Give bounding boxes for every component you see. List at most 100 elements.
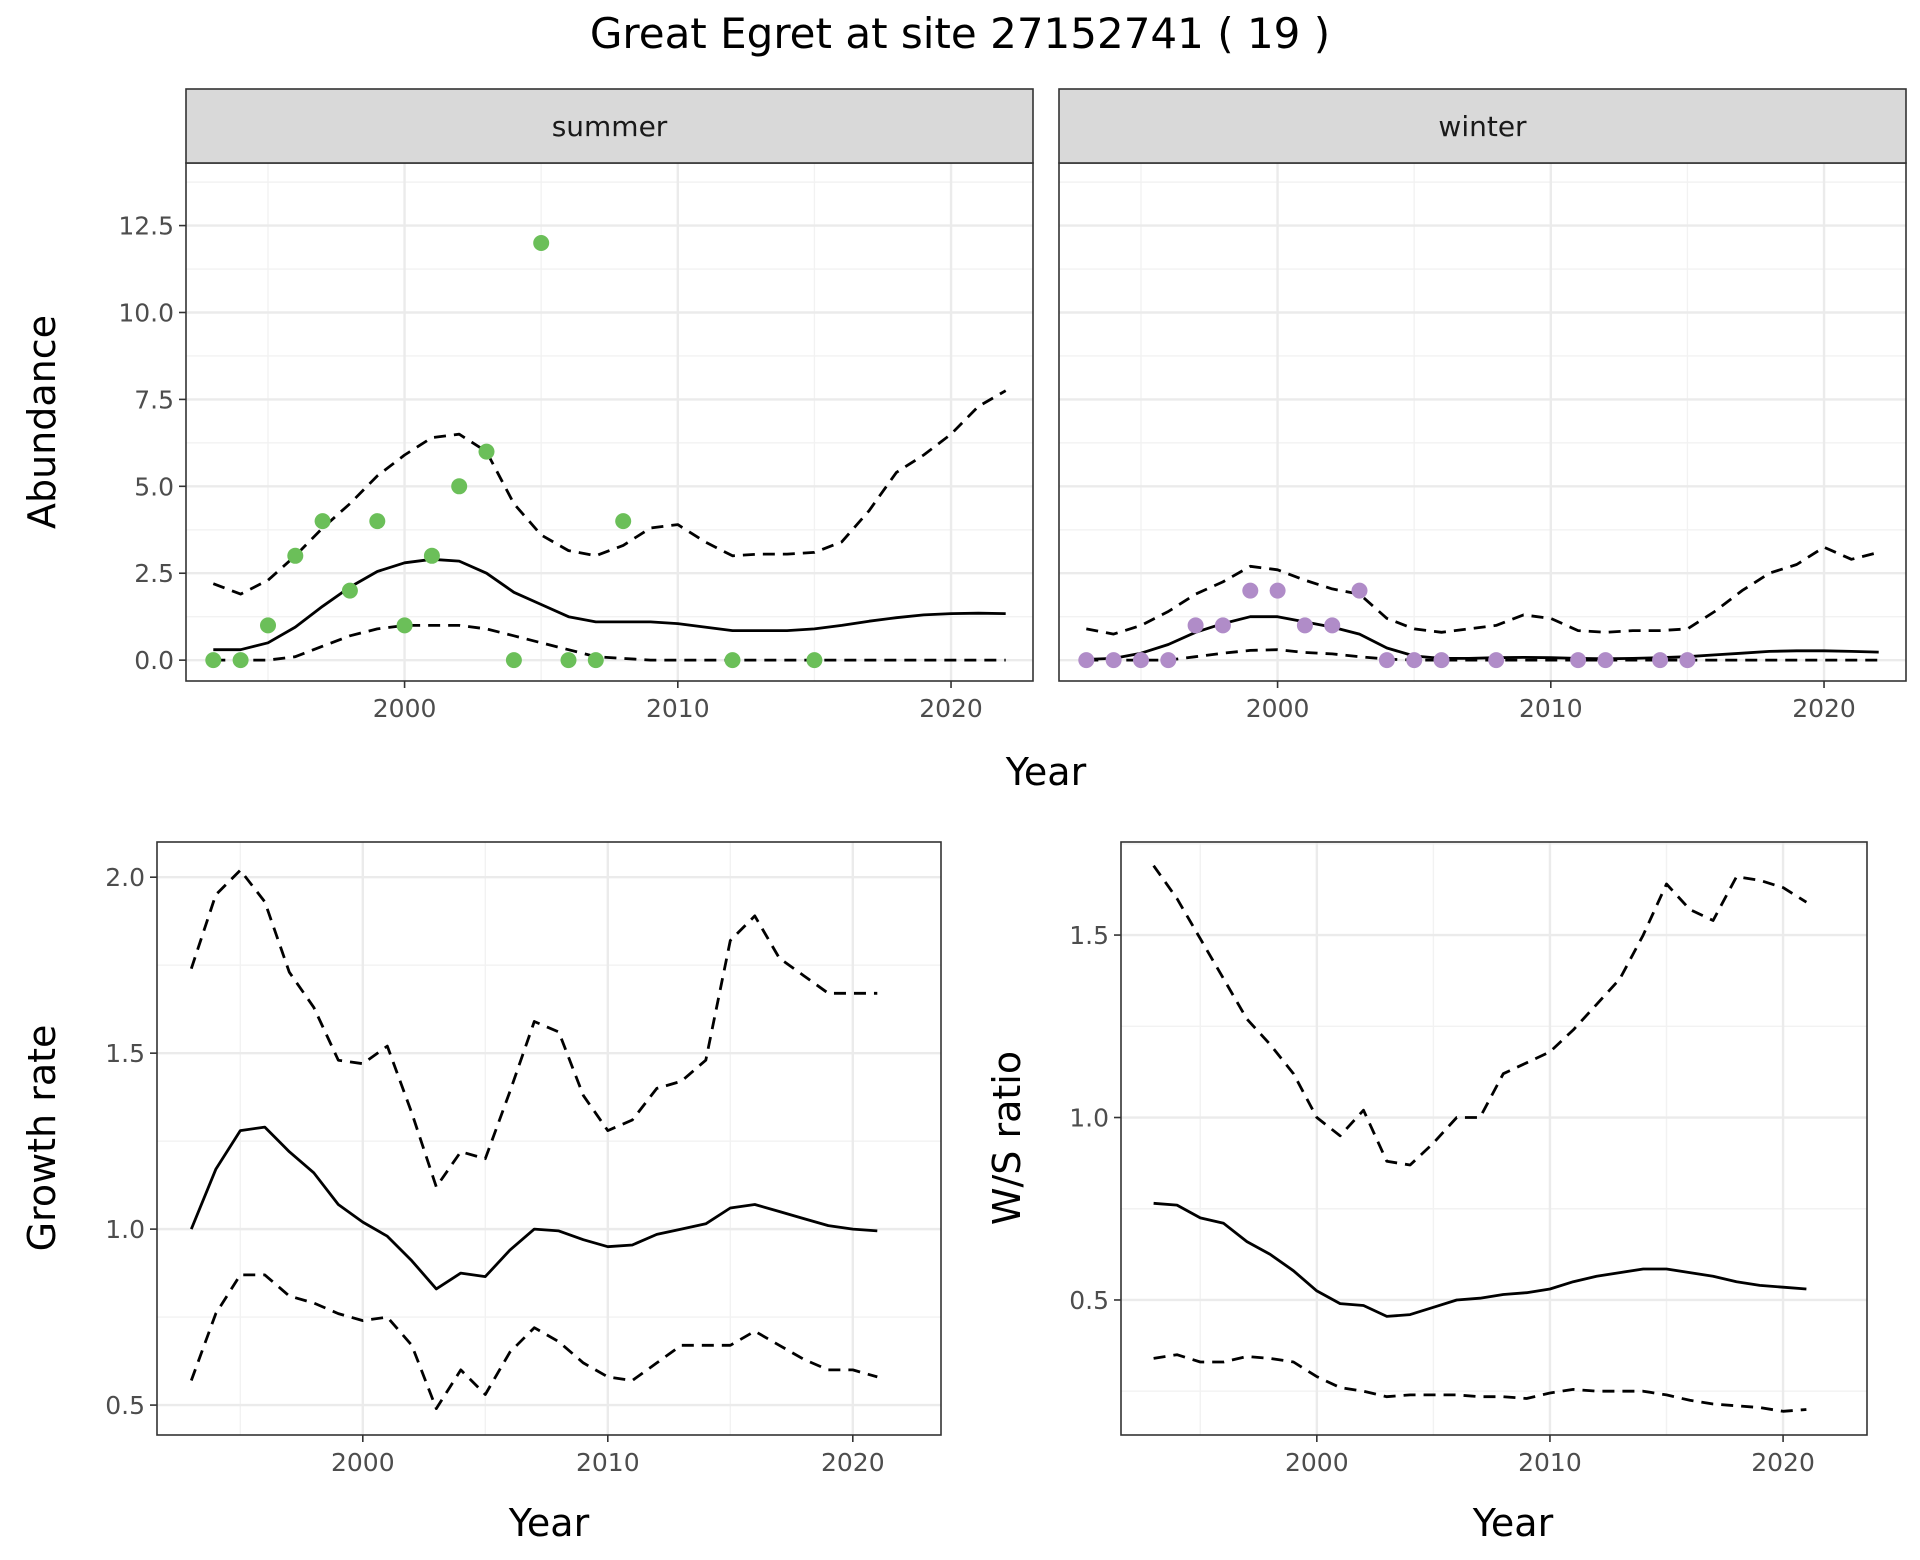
summer-data-point xyxy=(205,652,222,669)
growth-grid xyxy=(157,842,941,1435)
y-tick-label: 1.0 xyxy=(105,1215,145,1244)
y-tick-label: 1.5 xyxy=(105,1039,145,1068)
x-tick-label: 2000 xyxy=(1246,694,1310,723)
summer-data xyxy=(205,235,1007,669)
summer-data-point xyxy=(615,513,632,530)
ws-panel-border xyxy=(1120,841,1868,1436)
winter-data-point xyxy=(1488,652,1505,669)
growth-data xyxy=(189,868,878,1410)
y-tick-label: 7.5 xyxy=(134,385,174,414)
x-tick-label: 2000 xyxy=(373,694,437,723)
x-tick-label: 2000 xyxy=(1285,1448,1349,1477)
x-tick-label: 2000 xyxy=(331,1448,395,1477)
summer-data-point xyxy=(341,582,358,599)
winter-data-point xyxy=(1187,617,1204,634)
winter-data-point xyxy=(1351,582,1368,599)
abundance-panel-winter: 2000 2010 2020 winter xyxy=(1058,88,1907,723)
winter-data-point xyxy=(1433,652,1450,669)
x-tick-label: 2010 xyxy=(576,1448,640,1477)
summer-lower-ci-line xyxy=(213,624,1006,662)
summer-data-point xyxy=(505,652,522,669)
ws-lower-ci-line xyxy=(1153,1353,1807,1413)
ws-panel: 0.5 1.0 1.5 2000 2010 2020 xyxy=(1069,841,1868,1477)
summer-data-point xyxy=(451,478,468,495)
winter-x-ticks: 2000 2010 2020 xyxy=(1246,681,1856,723)
ws-upper-ci-line xyxy=(1152,864,1808,1167)
summer-data-point xyxy=(287,547,304,564)
ws-grid xyxy=(1121,842,1867,1435)
growth-upper-ci-line xyxy=(189,868,878,1189)
ws-y-title: W/S ratio xyxy=(985,1051,1029,1225)
x-tick-label: 2010 xyxy=(646,694,710,723)
winter-data-point xyxy=(1679,652,1696,669)
winter-upper-ci-line xyxy=(1086,545,1880,636)
winter-data-point xyxy=(1324,617,1341,634)
summer-data-point xyxy=(478,443,495,460)
growth-x-ticks: 2000 2010 2020 xyxy=(331,1435,885,1477)
y-tick-label: 2.0 xyxy=(105,863,145,892)
abundance-y-ticks: 0.0 2.5 5.0 7.5 10.0 12.5 xyxy=(118,212,186,675)
summer-data-point xyxy=(396,617,413,634)
summer-data-point xyxy=(314,513,331,530)
abundance-y-title: Abundance xyxy=(20,315,64,529)
winter-data-point xyxy=(1378,652,1395,669)
summer-upper-ci-line xyxy=(212,389,1007,596)
summer-data-point xyxy=(533,235,550,251)
y-tick-label: 0.5 xyxy=(1069,1286,1109,1315)
growth-x-title: Year xyxy=(508,1501,590,1545)
summer-data-point xyxy=(260,617,276,634)
summer-x-ticks: 2000 2010 2020 xyxy=(373,681,983,723)
growth-y-title: Growth rate xyxy=(20,1025,64,1252)
winter-data-point xyxy=(1269,582,1286,599)
x-tick-label: 2020 xyxy=(821,1448,885,1477)
abundance-panel-summer: 0.0 2.5 5.0 7.5 10.0 12.5 2000 2010 2020 summer xyxy=(118,88,1034,723)
winter-data-point xyxy=(1214,617,1231,634)
growth-y-ticks: 0.5 1.0 1.5 2.0 xyxy=(105,863,157,1420)
winter-data-point xyxy=(1242,582,1259,599)
ws-estimate-line xyxy=(1153,1201,1807,1318)
y-tick-label: 0.0 xyxy=(134,646,174,675)
x-tick-label: 2010 xyxy=(1518,1448,1582,1477)
growth-panel: 0.5 1.0 1.5 2.0 2000 2010 2020 xyxy=(105,841,942,1477)
winter-strip-label: winter xyxy=(1438,110,1527,143)
winter-data-point xyxy=(1078,652,1095,669)
summer-data-point xyxy=(560,652,577,669)
summer-data-point xyxy=(232,652,249,669)
winter-data xyxy=(1078,545,1880,669)
y-tick-label: 12.5 xyxy=(118,212,174,241)
summer-strip-label: summer xyxy=(552,110,668,143)
x-tick-label: 2020 xyxy=(919,694,983,723)
winter-strip xyxy=(1058,88,1907,164)
winter-grid xyxy=(1059,163,1906,681)
winter-lower-ci-line xyxy=(1086,648,1879,662)
y-tick-label: 5.0 xyxy=(134,472,174,501)
y-tick-label: 1.5 xyxy=(1069,921,1109,950)
winter-data-point xyxy=(1133,652,1149,669)
summer-data-point xyxy=(724,652,741,669)
winter-data-point xyxy=(1160,652,1177,669)
x-tick-label: 2020 xyxy=(1792,694,1856,723)
ws-y-ticks: 0.5 1.0 1.5 xyxy=(1069,921,1121,1315)
winter-data-point xyxy=(1296,617,1313,634)
winter-data-point xyxy=(1597,652,1614,669)
ws-data xyxy=(1152,864,1808,1413)
growth-lower-ci-line xyxy=(189,1273,878,1410)
ws-x-title: Year xyxy=(1472,1501,1554,1545)
summer-data-point xyxy=(369,513,386,530)
winter-data-point xyxy=(1406,652,1423,669)
growth-estimate-line xyxy=(190,1125,878,1291)
x-tick-label: 2010 xyxy=(1519,694,1583,723)
summer-data-point xyxy=(587,652,604,669)
summer-data-point xyxy=(423,547,440,564)
x-tick-label: 2020 xyxy=(1751,1448,1815,1477)
winter-data-point xyxy=(1652,652,1669,669)
y-tick-label: 0.5 xyxy=(105,1391,145,1420)
winter-data-point xyxy=(1570,652,1587,669)
summer-data-point xyxy=(806,652,823,669)
y-tick-label: 1.0 xyxy=(1069,1104,1109,1133)
ws-x-ticks: 2000 2010 2020 xyxy=(1285,1435,1815,1477)
summer-strip xyxy=(185,88,1034,164)
chart-title: Great Egret at site 27152741 ( 19 ) xyxy=(590,9,1330,58)
